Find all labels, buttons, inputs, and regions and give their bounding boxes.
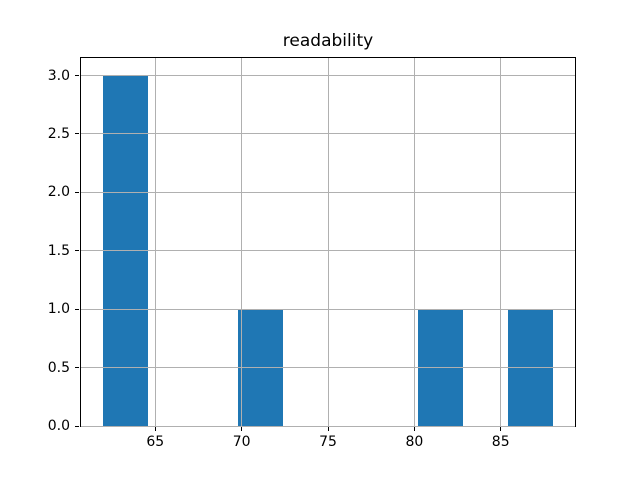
x-tick-label: 80	[405, 434, 424, 450]
x-tick	[327, 427, 329, 431]
gridline-vertical	[154, 58, 156, 426]
y-tick-label: 2.0	[47, 184, 70, 201]
gridline-horizontal	[81, 133, 575, 135]
y-tick	[75, 250, 79, 252]
x-tick	[154, 427, 156, 431]
y-tick-label: 3.0	[47, 67, 70, 84]
x-tick	[413, 427, 415, 431]
chart-title: readability	[282, 31, 374, 51]
y-tick	[75, 308, 79, 310]
x-tick-label: 85	[491, 434, 510, 450]
x-tick-label: 75	[319, 434, 337, 450]
plot-area: 65 70 75 80 85 0.0 0.5 1.0 1.5 2.0 2.5 3.0	[48, 57, 576, 450]
gridline-horizontal	[81, 425, 575, 427]
y-tick-label: 1.5	[47, 242, 70, 259]
y-tick	[75, 133, 79, 135]
x-tick-label: 70	[232, 434, 251, 450]
gridline-vertical	[241, 58, 243, 426]
y-tick-label: 0.0	[47, 418, 70, 434]
y-tick	[75, 367, 79, 369]
y-tick	[75, 75, 79, 77]
gridline-horizontal	[81, 308, 575, 310]
gridline-vertical	[327, 58, 329, 426]
y-tick	[75, 191, 79, 193]
y-tick-label: 1.0	[47, 301, 70, 318]
y-tick	[75, 425, 79, 427]
gridline-horizontal	[81, 191, 575, 193]
gridline-vertical	[500, 58, 502, 426]
y-tick-label: 2.5	[47, 125, 70, 142]
y-tick-label: 0.5	[47, 359, 70, 376]
gridline-vertical	[413, 58, 415, 426]
x-tick	[241, 427, 243, 431]
gridline-horizontal	[81, 250, 575, 252]
x-tick-label: 65	[146, 434, 165, 450]
x-tick	[500, 427, 502, 431]
gridline-horizontal	[81, 367, 575, 369]
gridline-horizontal	[81, 75, 575, 77]
